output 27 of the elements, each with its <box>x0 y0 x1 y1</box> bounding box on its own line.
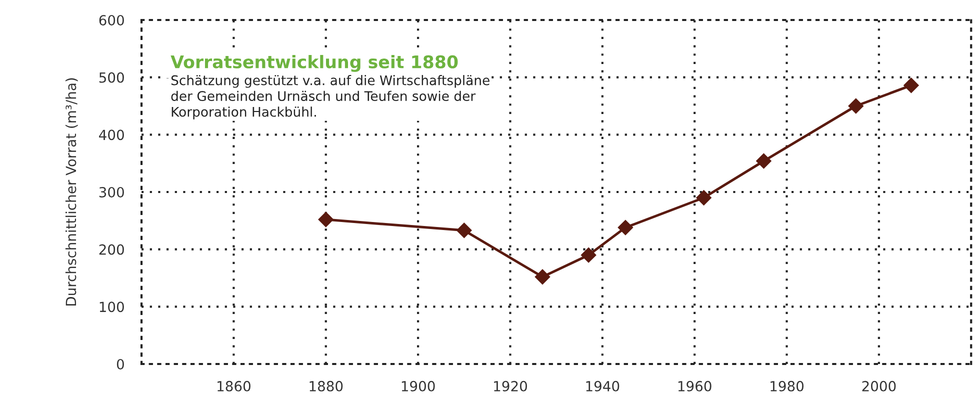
point <box>848 98 864 114</box>
point <box>618 220 634 236</box>
x-tick-label: 1960 <box>678 380 712 392</box>
y-tick-label: 600 <box>99 14 124 26</box>
point <box>456 222 472 238</box>
y-tick-label: 400 <box>99 130 124 140</box>
point <box>904 78 919 93</box>
y-tick-label: 0 <box>116 358 124 370</box>
y-axis-title: Durchschnittlicher Vorrat (m³/ha) <box>65 78 78 306</box>
y-tick-label: 100 <box>100 302 124 312</box>
point <box>318 212 334 228</box>
x-tick-label: 1860 <box>218 380 250 392</box>
text: Vorratsentwicklung seit 1880 <box>170 54 458 72</box>
point <box>756 153 772 169</box>
y-tick-label: 300 <box>99 186 124 198</box>
point <box>696 190 712 206</box>
x-tick-label: 1880 <box>310 380 343 392</box>
x-tick-label: 1980 <box>770 380 804 392</box>
x-tick-label: 1920 <box>494 380 527 392</box>
x-tick-label: 1940 <box>586 380 620 392</box>
y-tick-label: 200 <box>99 244 124 255</box>
x-tick-label: 2000 <box>862 380 896 392</box>
point <box>581 247 596 263</box>
y-tick-label: 500 <box>99 72 124 83</box>
text: Schätzung gestützt v.a. auf die Wirtschaftspläne der Gemeinden Urnäsch und Teufen sowie der Korporation Hackbühl. <box>171 75 490 120</box>
point <box>534 269 550 284</box>
x-tick-label: 1900 <box>402 380 435 392</box>
